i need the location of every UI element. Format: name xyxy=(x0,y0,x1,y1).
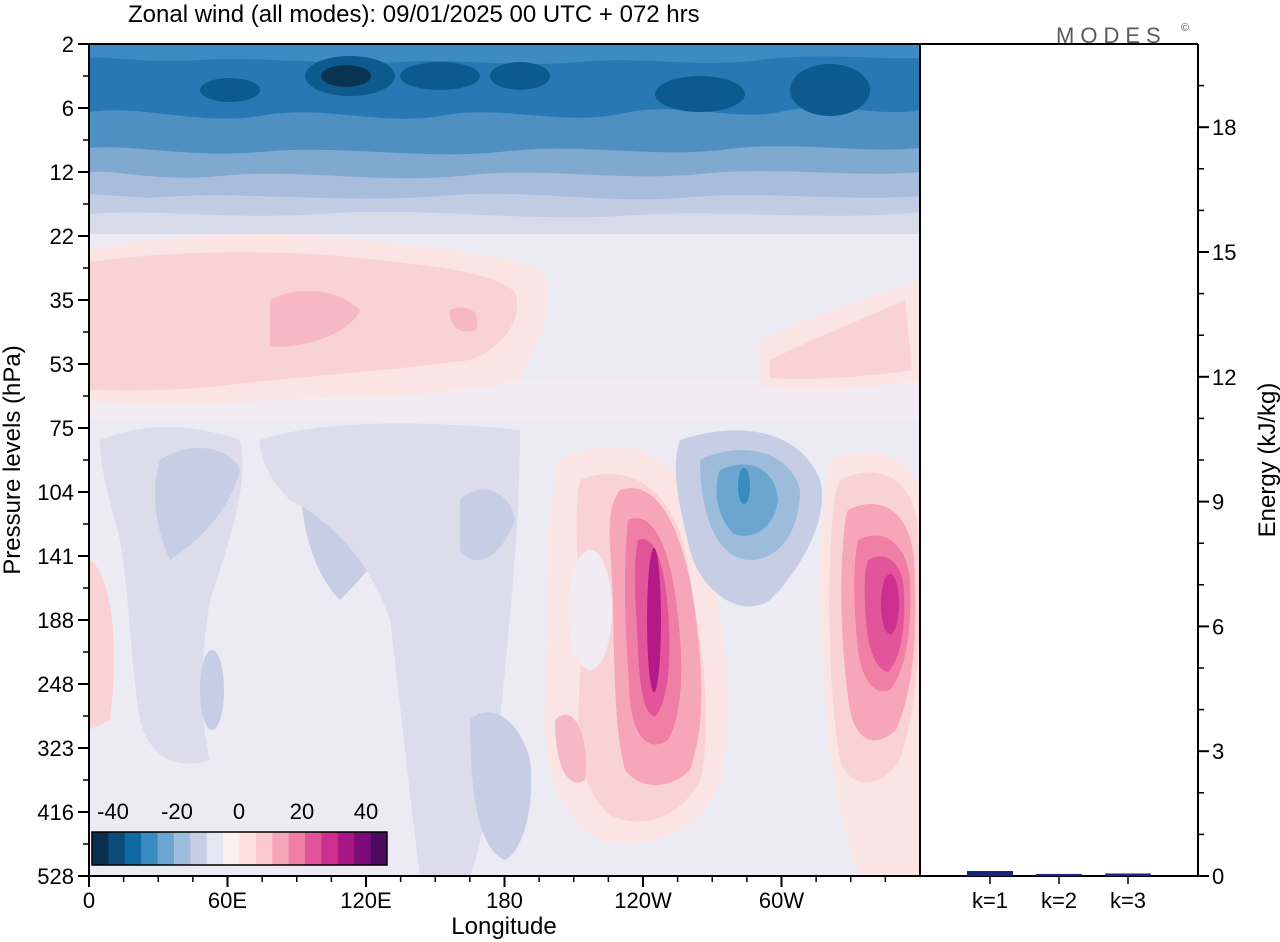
colorbar-swatch xyxy=(321,832,339,865)
jet-core-inner xyxy=(321,65,371,87)
energy-tick-label: 18 xyxy=(1212,115,1236,140)
x-tick-label: 120W xyxy=(614,888,672,913)
jet-patch-1 xyxy=(200,78,260,102)
energy-bars: k=1 k=2 k=3 xyxy=(967,871,1151,913)
atlantic-core xyxy=(881,574,899,634)
easterly-core-4 xyxy=(738,468,750,504)
energy-bar xyxy=(1105,873,1151,876)
colorbar-swatch xyxy=(124,832,142,865)
colorbar-swatch xyxy=(108,832,126,865)
trop-easterly-7 xyxy=(200,650,224,730)
x-tick-label: 60W xyxy=(759,888,804,913)
y-tick-label: 104 xyxy=(37,480,74,505)
y-tick-label: 416 xyxy=(37,800,74,825)
colorbar-label: 20 xyxy=(290,799,314,824)
strat-band-6 xyxy=(89,44,920,64)
energy-axis: 0 3 6 9 12 15 18 xyxy=(1198,84,1236,889)
x-tick-label: 0 xyxy=(83,888,95,913)
energy-tick-label: 6 xyxy=(1212,614,1224,639)
heatmap-field xyxy=(89,44,920,876)
x-tick-label: 180 xyxy=(486,888,523,913)
colorbar-swatch xyxy=(305,832,322,865)
x-axis-label: Longitude xyxy=(451,913,556,940)
y-tick-label: 53 xyxy=(50,352,74,377)
colorbar-label: -40 xyxy=(97,799,129,824)
y-tick-label: 12 xyxy=(50,160,74,185)
x-axis: 0 60E 120E 180 120W 60W xyxy=(83,876,887,913)
mid-westerly-3 xyxy=(270,290,360,347)
colorbar-label: 40 xyxy=(354,799,378,824)
y-tick-label: 528 xyxy=(37,864,74,889)
copyright-mark: © xyxy=(1181,22,1189,34)
trop-easterly-6 xyxy=(470,712,532,860)
colorbar-label: 0 xyxy=(233,799,245,824)
colorbar-swatch xyxy=(141,832,159,865)
bar-category-label: k=3 xyxy=(1110,888,1146,913)
energy-tick-label: 15 xyxy=(1212,240,1236,265)
pacific-gap xyxy=(568,550,612,670)
bar-category-label: k=2 xyxy=(1041,888,1077,913)
bar-category-label: k=1 xyxy=(972,888,1008,913)
colorbar-swatch xyxy=(239,832,257,865)
colorbar-swatch xyxy=(92,832,109,865)
chart-title: Zonal wind (all modes): 09/01/2025 00 UT… xyxy=(128,1,700,28)
y-tick-label: 22 xyxy=(50,224,74,249)
energy-bar xyxy=(967,871,1013,876)
colorbar-swatch xyxy=(190,832,208,865)
jet-patch-5 xyxy=(490,62,550,90)
colorbar-swatch xyxy=(206,832,224,865)
pacific-core xyxy=(647,548,661,692)
jet-patch-4 xyxy=(790,64,870,116)
colorbar-swatch xyxy=(272,832,290,865)
jet-patch-2 xyxy=(400,62,480,90)
trop-easterly-2 xyxy=(155,447,240,560)
x-tick-label: 120E xyxy=(340,888,391,913)
energy-tick-label: 0 xyxy=(1212,864,1224,889)
jet-patch-3 xyxy=(655,76,745,112)
colorbar-swatch xyxy=(288,832,306,865)
energy-tick-label: 3 xyxy=(1212,739,1224,764)
colorbar-label: -20 xyxy=(161,799,193,824)
y-tick-label: 323 xyxy=(37,736,74,761)
energy-tick-label: 9 xyxy=(1212,490,1224,515)
trop-easterly-5 xyxy=(460,489,515,560)
y-tick-label: 141 xyxy=(37,544,74,569)
energy-axis-label: Energy (kJ/kg) xyxy=(1254,383,1280,538)
colorbar xyxy=(91,831,388,866)
y-tick-label: 2 xyxy=(62,32,74,57)
colorbar-swatch xyxy=(337,832,355,865)
x-tick-label: 60E xyxy=(208,888,247,913)
y-tick-label: 35 xyxy=(50,288,74,313)
colorbar-labels: -40 -20 0 20 40 xyxy=(97,799,378,824)
colorbar-swatch xyxy=(370,832,388,865)
energy-bar xyxy=(1036,873,1082,876)
colorbar-frame xyxy=(91,831,388,866)
y-tick-label: 188 xyxy=(37,608,74,633)
y-tick-label: 6 xyxy=(62,96,74,121)
y-tick-label: 75 xyxy=(50,416,74,441)
pacific-minor-1 xyxy=(555,714,586,783)
mid-westerly-6 xyxy=(770,300,912,379)
y-axis-label: Pressure levels (hPa) xyxy=(0,345,26,574)
colorbar-swatch xyxy=(255,832,273,865)
field-contours xyxy=(89,44,920,876)
y-tick-label: 248 xyxy=(37,672,74,697)
colorbar-swatch xyxy=(354,832,372,865)
y-axis: 2 6 12 22 35 53 75 104 141 188 248 323 416 528 xyxy=(37,32,89,889)
trop-easterly-4 xyxy=(260,423,520,876)
colorbar-swatch xyxy=(173,832,191,865)
mid-westerly-4 xyxy=(449,307,478,332)
colorbar-swatch xyxy=(223,832,240,865)
colorbar-swatch xyxy=(157,832,175,865)
west-edge-pink xyxy=(89,560,114,730)
energy-tick-label: 12 xyxy=(1212,365,1236,390)
